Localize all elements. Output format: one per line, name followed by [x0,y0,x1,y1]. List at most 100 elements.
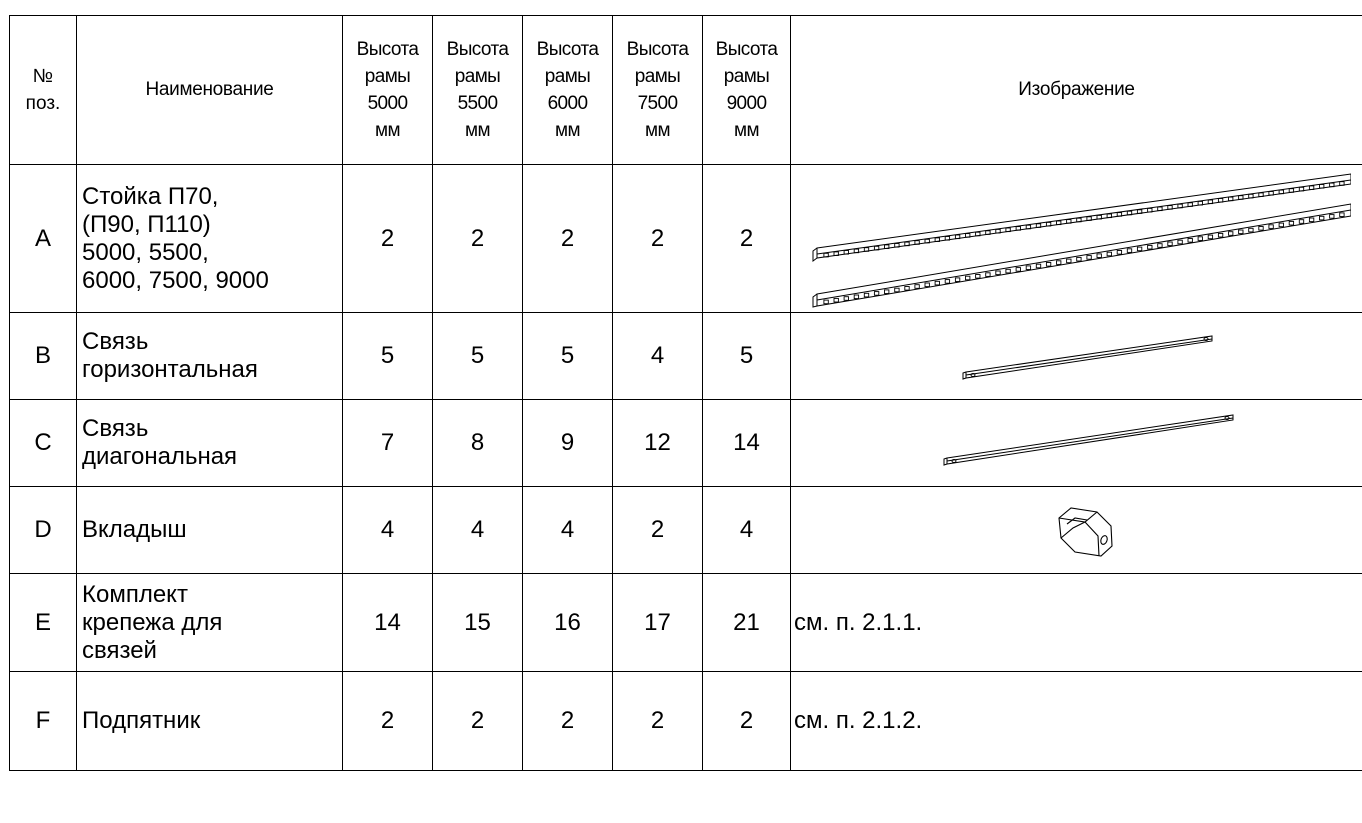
perforation-hole [1035,222,1042,228]
perforation-hole [1207,199,1214,204]
perforation-hole [823,299,829,304]
perforation-hole [1228,230,1234,236]
name-line: 6000, 7500, 9000 [82,266,269,294]
perforation-hole [1045,221,1052,226]
perforation-hole [1106,251,1112,256]
perforation-hole [1268,223,1274,229]
insert-icon [1058,506,1113,557]
qty-6000: 9 [522,399,613,487]
qty-6000: 2 [522,164,613,313]
row-pos: F [9,671,77,771]
qty-7500: 2 [612,486,703,574]
perforation-hole [843,295,849,301]
perforation-hole [1005,268,1011,273]
header-height-9000: Высота рамы 9000 мм [702,15,791,165]
name-line: Комплект [82,580,188,608]
horizontal-brace-icon [962,334,1213,380]
row-name: Связь диагональная [76,399,343,487]
perforation-hole [1056,220,1062,225]
perforation-hole [1076,256,1082,261]
perforation-hole [1197,200,1203,205]
qty-7500: 12 [612,399,703,487]
row-name: Вкладыш [76,486,343,574]
qty-5000: 2 [342,671,433,771]
header-pos-line: № [32,66,54,87]
perforation-hole [1308,217,1315,222]
table-row: F Подпятник 2 2 2 2 2 см. п. 2.1.2. [9,671,1362,771]
perforation-hole [1217,232,1224,237]
qty-7500: 2 [612,671,703,771]
perforation-hole [914,283,920,289]
row-reference: см. п. 2.1.2. [790,671,1362,771]
perforation-hole [853,248,860,253]
perforation-hole [944,235,951,241]
table-row: D Вкладыш 4 4 4 2 4 [9,486,1362,574]
header-image: Изображение [790,15,1362,165]
perforation-hole [853,294,860,299]
header-row: № поз. Наименование Высота рамы 5000 мм … [9,15,1362,165]
row-pos: C [9,399,77,487]
perforation-hole [1045,261,1052,267]
qty-5500: 4 [432,486,523,574]
qty-5000: 4 [342,486,433,574]
perforation-hole [1167,241,1173,246]
perforation-hole [1228,196,1234,201]
name-line: связей [82,636,157,664]
perforation-hole [1319,215,1325,220]
row-pos: D [9,486,77,574]
header-line: мм [465,120,491,141]
perforation-hole [1005,227,1011,232]
qty-6000: 5 [522,312,613,400]
header-line: Высота [356,39,419,60]
header-height-5500: Высота рамы 5500 мм [432,15,523,165]
qty-9000: 21 [702,573,791,672]
qty-5500: 8 [432,399,523,487]
perforation-hole [1258,225,1264,231]
header-line: рамы [634,66,681,87]
header-line: 7500 [637,93,678,114]
perforation-hole [995,228,1001,233]
perforation-hole [1278,189,1284,194]
perforation-hole [1096,214,1102,219]
name-line: Связь [82,415,149,442]
name-line: Стойка П70, [82,182,219,210]
header-line: рамы [544,66,591,87]
qty-6000: 4 [522,486,613,574]
perforation-hole [1268,190,1274,196]
perforation-hole [1308,184,1315,190]
perforation-hole [1086,215,1092,221]
perforation-hole [1025,264,1032,270]
perforation-hole [1298,186,1305,191]
perforation-hole [954,234,961,239]
perforation-hole [1035,263,1042,268]
perforation-hole [1136,208,1143,214]
row-name: Связь горизонтальная [76,312,343,400]
qty-5000: 14 [342,573,433,672]
name-line: Вкладыш [82,516,187,543]
row-pos: A [9,164,77,313]
perforation-hole [965,232,971,238]
perforation-hole [873,290,880,296]
perforation-hole [1056,259,1062,265]
table-row: C Связь диагональная 7 8 9 12 14 [9,399,1362,487]
row-image [790,486,1362,574]
perforation-hole [884,243,890,249]
qty-9000: 2 [702,671,791,771]
perforation-hole [1126,247,1133,253]
name-line: крепежа для [82,608,223,636]
header-height-5000: Высота рамы 5000 мм [342,15,433,165]
header-line: рамы [364,66,411,87]
header-line: Высота [446,39,509,60]
qty-5000: 5 [342,312,433,400]
perforation-hole [944,278,951,284]
perforation-hole [894,242,900,248]
perforation-hole [1015,266,1021,272]
perforation-hole [965,275,971,280]
header-height-7500: Высота рамы 7500 мм [612,15,703,165]
header-line: 5000 [367,93,408,114]
perforation-hole [1288,187,1295,193]
perforation-hole [1207,234,1214,239]
perforation-hole [1238,194,1244,200]
header-name: Наименование [76,15,343,165]
perforation-hole [985,229,991,235]
